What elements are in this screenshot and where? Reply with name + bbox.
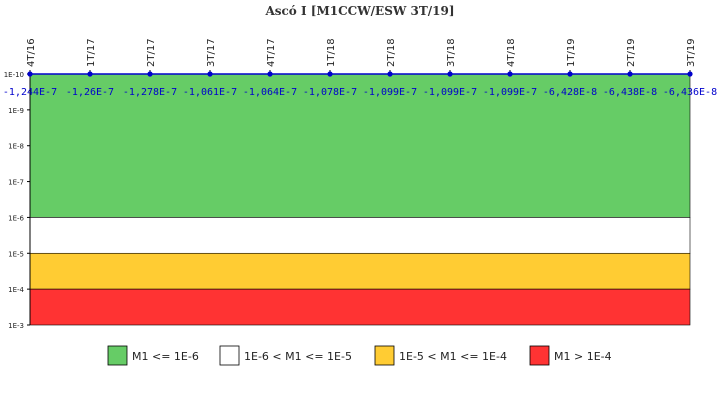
data-point-0: [27, 71, 33, 77]
y-axis: 1E-10 1E-9 1E-8 1E-7 1E-6 1E-5 1E-4 1E-3: [4, 71, 31, 330]
legend-label-1: 1E-6 < M1 <= 1E-5: [244, 350, 352, 363]
chart-title: Ascó I [M1CCW/ESW 3T/19]: [264, 4, 454, 18]
x-tick-label-7: 3T/18: [446, 38, 457, 67]
x-tick-label-11: 3T/19: [686, 38, 697, 67]
y-tick-label-2: 1E-8: [8, 143, 24, 151]
legend-swatch-1: [219, 345, 240, 366]
data-label-1: -1,26E-7: [66, 87, 114, 98]
data-point-5: [327, 71, 333, 77]
band-0: [29, 73, 691, 218]
x-tick-label-4: 4T/17: [266, 38, 277, 67]
y-tick-label-1: 1E-9: [8, 107, 24, 115]
y-tick-label-7: 1E-3: [8, 322, 24, 330]
x-tick-label-1: 1T/17: [86, 38, 97, 67]
y-tick-label-4: 1E-6: [8, 214, 24, 222]
x-tick-label-8: 4T/18: [506, 38, 517, 67]
data-point-9: [567, 71, 573, 77]
data-point-1: [87, 71, 93, 77]
data-point-10: [627, 71, 633, 77]
y-tick-label-0: 1E-10: [4, 71, 24, 79]
y-tick-label-5: 1E-5: [8, 250, 24, 258]
data-label-7: -1,099E-7: [423, 87, 477, 98]
data-point-3: [207, 71, 213, 77]
data-label-2: -1,278E-7: [123, 87, 177, 98]
data-label-10: -6,438E-8: [603, 87, 657, 98]
data-label-8: -1,099E-7: [483, 87, 537, 98]
x-tick-label-10: 2T/19: [626, 38, 637, 67]
legend: M1 <= 1E-6 1E-6 < M1 <= 1E-5 1E-5 < M1 <= …: [107, 345, 612, 366]
legend-label-3: M1 > 1E-4: [554, 350, 612, 363]
legend-label-0: M1 <= 1E-6: [132, 350, 199, 363]
x-tick-label-2: 2T/17: [146, 38, 157, 67]
legend-swatch-2: [374, 345, 395, 366]
band-layer: [29, 73, 691, 326]
legend-swatch-3: [529, 345, 550, 366]
data-point-11: [687, 71, 693, 77]
data-point-4: [267, 71, 273, 77]
x-tick-label-0: 4T/16: [26, 38, 37, 67]
data-point-2: [147, 71, 153, 77]
data-label-5: -1,078E-7: [303, 87, 357, 98]
x-tick-label-6: 2T/18: [386, 38, 397, 67]
series-layer: [27, 71, 693, 77]
data-label-4: -1,064E-7: [243, 87, 297, 98]
data-label-11: -6,436E-8: [663, 87, 717, 98]
legend-label-2: 1E-5 < M1 <= 1E-4: [399, 350, 507, 363]
x-tick-label-3: 3T/17: [206, 38, 217, 67]
x-axis: 4T/16 1T/17 2T/17 3T/17 4T/17 1T/18 2T/18 3T/18…: [26, 38, 697, 75]
data-label-6: -1,099E-7: [363, 87, 417, 98]
y-tick-label-3: 1E-7: [8, 179, 24, 187]
data-label-layer: -1,244E-7 -1,26E-7 -1,278E-7 -1,061E-7 -1,06…: [3, 87, 717, 98]
x-tick-label-9: 1T/19: [566, 38, 577, 67]
band-3: [29, 288, 691, 326]
data-point-6: [387, 71, 393, 77]
data-label-9: -6,428E-8: [543, 87, 597, 98]
band-1: [29, 217, 691, 254]
data-point-7: [447, 71, 453, 77]
data-label-3: -1,061E-7: [183, 87, 237, 98]
data-label-0: -1,244E-7: [3, 87, 57, 98]
band-2: [29, 252, 691, 290]
legend-swatch-0: [107, 345, 128, 366]
data-point-8: [507, 71, 513, 77]
y-tick-label-6: 1E-4: [8, 286, 24, 294]
x-tick-label-5: 1T/18: [326, 38, 337, 67]
